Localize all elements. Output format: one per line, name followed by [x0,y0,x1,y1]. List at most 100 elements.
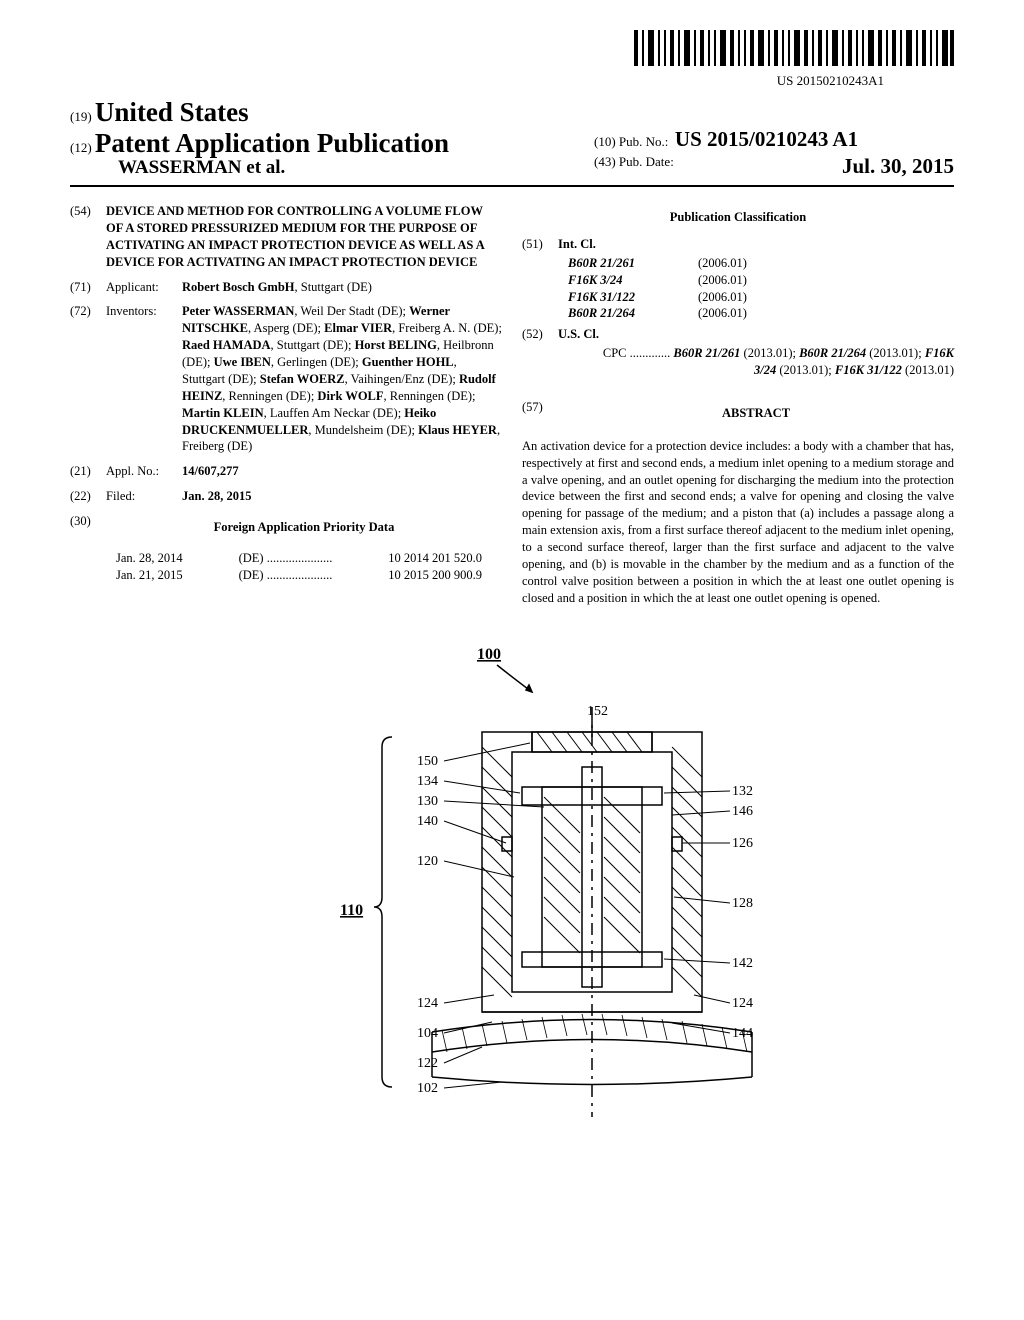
inventor-loc: , Renningen (DE); [222,389,317,403]
field-30: (30) Foreign Application Priority Data [70,513,502,546]
priority-num: 10 2014 201 520.0 [388,550,482,567]
cpc-class: B60R 21/261 [673,346,740,360]
fig-label-130: 130 [417,794,438,809]
field-52: (52) U.S. Cl. [522,326,954,343]
kind-line: (12) Patent Application Publication [70,128,449,159]
inventor-loc: , Gerlingen (DE); [271,355,362,369]
field-54: (54) DEVICE AND METHOD FOR CONTROLLING A… [70,203,502,271]
priority-cc: (DE) ..................... [239,550,333,567]
intcl-row: B60R 21/264(2006.01) [522,305,954,322]
inventor-loc: , Asperg (DE); [248,321,324,335]
field-51: (51) Int. Cl. [522,236,954,253]
intcl-class: B60R 21/261 [568,255,698,272]
fig-label-146: 146 [732,804,753,819]
fig-label-128: 128 [732,896,753,911]
field-71-label: Applicant: [106,279,182,296]
barcode-number: US 20150210243A1 [70,73,954,89]
figure-svg: 100 152 [232,637,792,1127]
fig-label-142: 142 [732,956,753,971]
field-71-body: Robert Bosch GmbH, Stuttgart (DE) [182,279,502,296]
inventor-name: Guenther HOHL [362,355,454,369]
applicant-name: Robert Bosch GmbH [182,280,295,294]
field-57-num: (57) [522,399,558,432]
pubdate-line: (43) Pub. Date: Jul. 30, 2015 [594,154,954,179]
filed-date: Jan. 28, 2015 [182,489,251,503]
inventor-name: Uwe IBEN [214,355,271,369]
intcl-row: B60R 21/261(2006.01) [522,255,954,272]
header: (19) United States (12) Patent Applicati… [70,97,954,179]
priority-cc: (DE) ..................... [239,567,333,584]
pubno: US 2015/0210243 A1 [675,127,858,151]
field-51-label: Int. Cl. [558,237,596,251]
field-21-label: Appl. No.: [106,463,182,480]
field-57: (57) ABSTRACT [522,399,954,432]
cpc-body: CPC ............. B60R 21/261 (2013.01);… [522,345,954,379]
cpc-class: F16K 31/122 [835,363,902,377]
left-column: (54) DEVICE AND METHOD FOR CONTROLLING A… [70,203,502,607]
figure: 100 152 [70,637,954,1127]
field-72: (72) Inventors: Peter WASSERMAN, Weil De… [70,303,502,455]
field-71: (71) Applicant: Robert Bosch GmbH, Stutt… [70,279,502,296]
kind-code: (12) [70,140,92,155]
kind: Patent Application Publication [95,128,449,158]
priority-row: Jan. 21, 2015(DE) .....................1… [70,567,502,584]
abstract-text: An activation device for a protection de… [522,438,954,607]
biblio-columns: (54) DEVICE AND METHOD FOR CONTROLLING A… [70,203,954,607]
pubclass-heading: Publication Classification [522,209,954,226]
priority-row: Jan. 28, 2014 (DE) ..................... 1… [70,550,502,567]
fig-label-132: 132 [732,784,753,799]
inventor-loc: , Freiberg A. N. (DE); [392,321,502,335]
fig-label-144: 144 [732,1026,753,1041]
field-22-label: Filed: [106,488,182,505]
intcl-class: F16K 31/122 [568,289,698,306]
intcl-date: (2006.01) [698,255,818,272]
intcl-date: (2006.01) [698,305,818,322]
fig-label-124r: 124 [732,996,753,1011]
field-72-body: Peter WASSERMAN, Weil Der Stadt (DE); We… [182,303,502,455]
inventor-name: Stefan WOERZ [260,372,345,386]
country-line: (19) United States [70,97,449,128]
cpc-date: (2013.01); [776,363,835,377]
field-22: (22) Filed: Jan. 28, 2015 [70,488,502,505]
right-column: Publication Classification (51) Int. Cl.… [522,203,954,607]
intcl-class: B60R 21/264 [568,305,698,322]
header-left: (19) United States (12) Patent Applicati… [70,97,449,179]
inventor-name: Klaus HEYER [418,423,497,437]
cpc-list: B60R 21/261 (2013.01); B60R 21/264 (2013… [673,346,954,377]
inventor-name: Horst BELING [355,338,437,352]
applicant-surname: WASSERMAN et al. [70,157,449,179]
intcl-row: F16K 3/24(2006.01) [522,272,954,289]
inventor-name: Peter WASSERMAN [182,304,294,318]
intcl-rows: B60R 21/261(2006.01)F16K 3/24(2006.01)F1… [522,255,954,323]
intcl-class: F16K 3/24 [568,272,698,289]
field-51-num: (51) [522,236,558,253]
cpc-dots: ............. [630,346,671,360]
field-22-num: (22) [70,488,106,505]
cpc-date: (2013.01); [866,346,925,360]
field-54-num: (54) [70,203,106,271]
priority-date: Jan. 21, 2015 [116,567,183,584]
appl-no: 14/607,277 [182,464,239,478]
inventor-name: Elmar VIER [324,321,392,335]
inventor-name: Martin KLEIN [182,406,264,420]
field-72-label: Inventors: [106,303,182,455]
field-21: (21) Appl. No.: 14/607,277 [70,463,502,480]
fig-label-110: 110 [340,902,363,919]
fig-label-100: 100 [477,646,501,663]
inventor-loc: , Stuttgart (DE); [271,338,355,352]
cpc-date: (2013.01) [902,363,954,377]
pubdate-label: Pub. Date: [619,154,674,169]
pubdate: Jul. 30, 2015 [842,154,954,179]
priority-date: Jan. 28, 2014 [116,550,183,567]
inventor-loc: , Weil Der Stadt (DE); [294,304,409,318]
intcl-row: F16K 31/122(2006.01) [522,289,954,306]
field-52-num: (52) [522,326,558,343]
fig-label-122: 122 [417,1056,438,1071]
applicant-loc: , Stuttgart (DE) [295,280,372,294]
fig-label-120: 120 [417,854,438,869]
barcode [70,30,954,71]
header-right: (10) Pub. No.: US 2015/0210243 A1 (43) P… [594,127,954,179]
barcode-svg [634,30,954,66]
inventor-name: Dirk WOLF [317,389,383,403]
field-30-num: (30) [70,513,106,546]
